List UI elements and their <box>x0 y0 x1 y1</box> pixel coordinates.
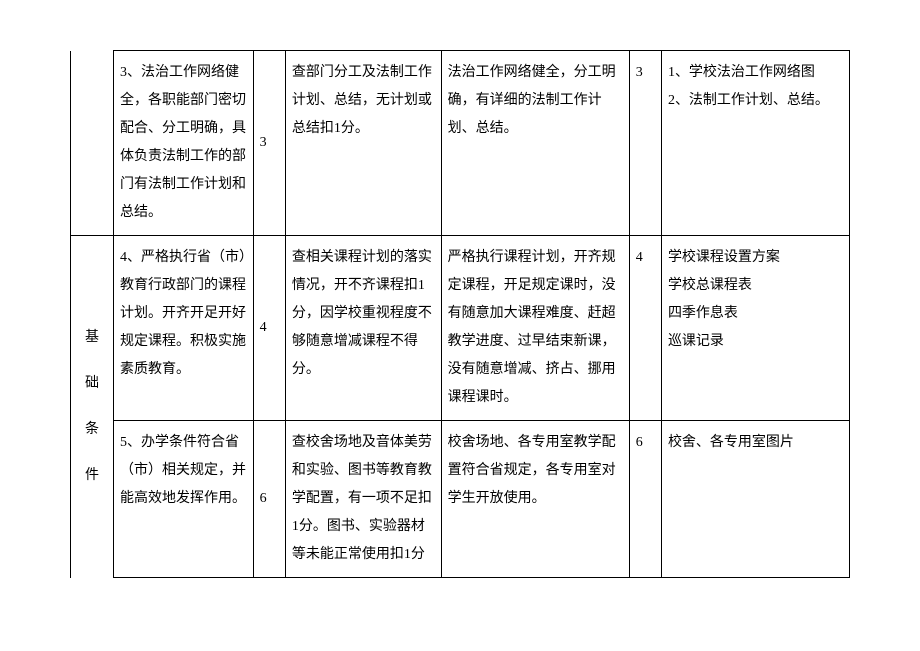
standard-cell: 严格执行课程计划，开齐规定课程，开足规定课时，没有随意加大课程难度、赶超教学进度… <box>441 236 629 421</box>
table-row: 基 础 条 件 4、严格执行省（市）教育行政部门的课程计划。开齐开足开好规定课程… <box>71 236 850 421</box>
category-label: 基 础 条 件 <box>77 324 107 490</box>
score2-cell: 3 <box>629 51 661 236</box>
standard-cell: 法治工作网络健全，分工明确，有详细的法制工作计划、总结。 <box>441 51 629 236</box>
desc-cell: 3、法治工作网络健全，各职能部门密切配合、分工明确，具体负责法制工作的部门有法制… <box>113 51 253 236</box>
score1-cell: 4 <box>253 236 285 421</box>
desc-cell: 5、办学条件符合省（市）相关规定，并能高效地发挥作用。 <box>113 421 253 578</box>
standard-cell: 校舍场地、各专用室教学配置符合省规定，各专用室对学生开放使用。 <box>441 421 629 578</box>
category-cell: 基 础 条 件 <box>71 236 114 578</box>
category-char: 件 <box>85 462 99 490</box>
evaluation-table: 3、法治工作网络健全，各职能部门密切配合、分工明确，具体负责法制工作的部门有法制… <box>70 50 850 578</box>
category-char: 基 <box>85 324 99 352</box>
category-char: 条 <box>85 416 99 444</box>
desc-cell: 4、严格执行省（市）教育行政部门的课程计划。开齐开足开好规定课程。积极实施素质教… <box>113 236 253 421</box>
material-cell: 学校课程设置方案学校总课程表四季作息表巡课记录 <box>661 236 849 421</box>
category-char: 础 <box>85 370 99 398</box>
score2-cell: 6 <box>629 421 661 578</box>
material-cell: 校舍、各专用室图片 <box>661 421 849 578</box>
table-row: 5、办学条件符合省（市）相关规定，并能高效地发挥作用。 6 查校舍场地及音体美劳… <box>71 421 850 578</box>
material-cell: 1、学校法治工作网络图2、法制工作计划、总结。 <box>661 51 849 236</box>
table-row: 3、法治工作网络健全，各职能部门密切配合、分工明确，具体负责法制工作的部门有法制… <box>71 51 850 236</box>
check-cell: 查校舍场地及音体美劳和实验、图书等教育教学配置，有一项不足扣1分。图书、实验器材… <box>285 421 441 578</box>
check-cell: 查相关课程计划的落实情况，开不齐课程扣1分，因学校重视程度不够随意增减课程不得分… <box>285 236 441 421</box>
score1-cell: 3 <box>253 51 285 236</box>
score2-cell: 4 <box>629 236 661 421</box>
check-cell: 查部门分工及法制工作计划、总结，无计划或总结扣1分。 <box>285 51 441 236</box>
category-cell-empty <box>71 51 114 236</box>
score1-cell: 6 <box>253 421 285 578</box>
